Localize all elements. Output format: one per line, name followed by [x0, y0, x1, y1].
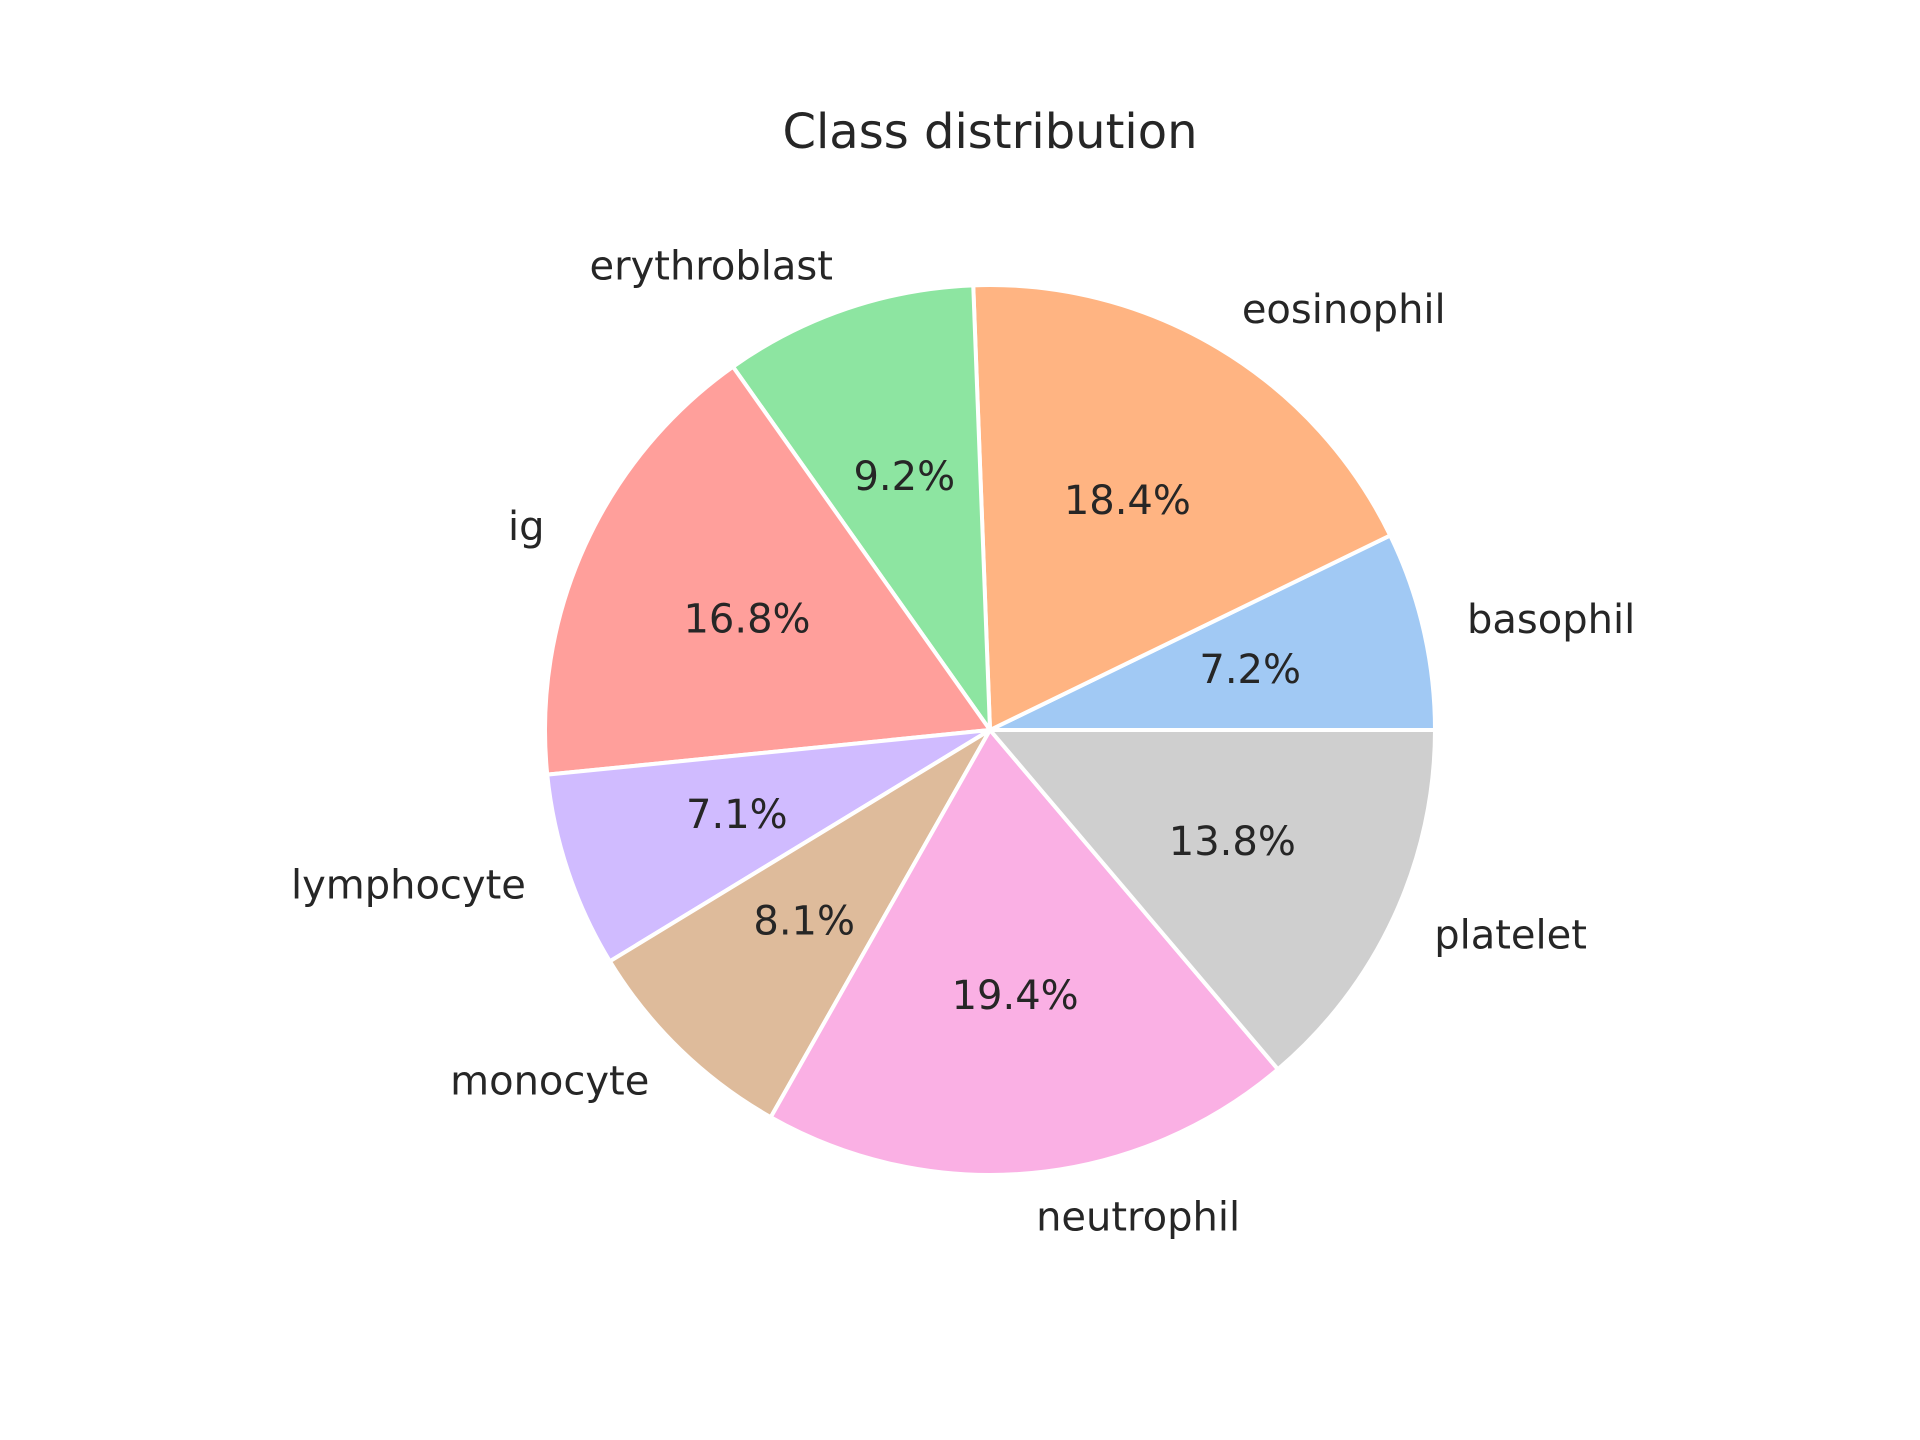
pie-category-label-platelet: platelet	[1434, 913, 1587, 959]
pie-percent-label-basophil: 7.2%	[1199, 647, 1301, 693]
pie-slices	[543, 283, 1437, 1177]
pie-category-label-eosinophil: eosinophil	[1242, 287, 1446, 333]
pie-category-label-neutrophil: neutrophil	[1036, 1194, 1240, 1240]
pie-slice-eosinophil	[971, 283, 1393, 732]
chart-title: Class distribution	[782, 104, 1197, 160]
pie-percent-label-eosinophil: 18.4%	[1064, 478, 1191, 524]
pie-percent-labels: 7.2% 18.4% 9.2% 16.8% 7.1% 8.1% 19.4% 13.8%	[683, 454, 1301, 1019]
pie-slice-ig	[543, 364, 992, 777]
pie-category-label-lymphocyte: lymphocyte	[291, 863, 526, 909]
pie-slice-neutrophil	[768, 728, 1280, 1177]
pie-slice-basophil	[988, 533, 1437, 732]
pie-percent-label-neutrophil: 19.4%	[952, 973, 1079, 1019]
pie-slice-erythroblast	[730, 283, 992, 732]
pie-slice-monocyte	[607, 728, 992, 1120]
pie-category-label-monocyte: monocyte	[450, 1059, 649, 1105]
pie-category-label-ig: ig	[508, 504, 545, 550]
pie-category-label-basophil: basophil	[1467, 597, 1635, 643]
pie-percent-label-ig: 16.8%	[683, 596, 810, 642]
pie-percent-label-erythroblast: 9.2%	[853, 454, 955, 500]
pie-slice-platelet	[988, 728, 1437, 1072]
pie-category-labels: basophil eosinophil erythroblast ig lymphocy…	[291, 243, 1635, 1240]
pie-category-label-erythroblast: erythroblast	[590, 243, 833, 289]
pie-percent-label-monocyte: 8.1%	[753, 899, 855, 945]
pie-percent-label-platelet: 13.8%	[1169, 819, 1296, 865]
pie-percent-label-lymphocyte: 7.1%	[686, 792, 788, 838]
pie-slice-lymphocyte	[545, 728, 992, 964]
